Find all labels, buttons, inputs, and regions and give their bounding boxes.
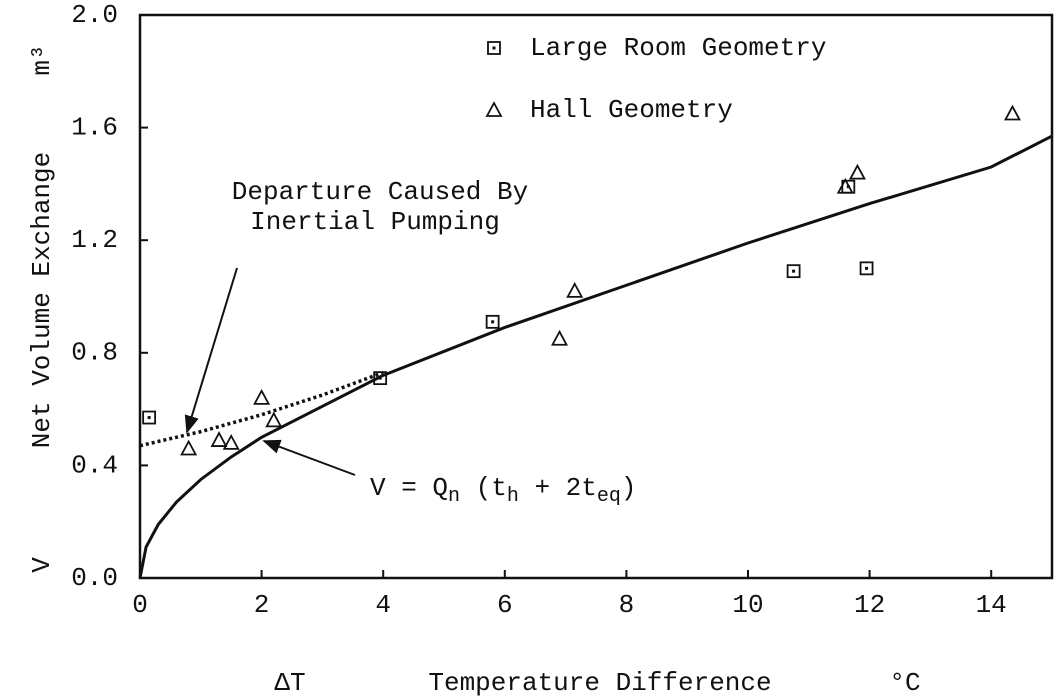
eq-part: ) [621, 473, 637, 503]
x-tick-label: 4 [375, 590, 391, 620]
square-marker [485, 314, 500, 329]
curve [139, 370, 384, 448]
legend-label: Large Room Geometry [530, 33, 826, 63]
curve [138, 134, 1053, 579]
square-marker [786, 264, 801, 279]
y-tick-label: 1.6 [71, 112, 118, 142]
arrow [184, 267, 238, 434]
x-tick-label: 8 [619, 590, 635, 620]
eq-part: V = Q [370, 473, 448, 503]
x-tick-label: 14 [976, 590, 1007, 620]
triangle-marker [848, 163, 866, 180]
x-tick-label: 2 [254, 590, 270, 620]
triangle-marker [253, 388, 271, 405]
eq-sub: eq [597, 485, 621, 508]
y-tick-label: 0.4 [71, 450, 118, 480]
x-tick-label: 10 [732, 590, 763, 620]
x-tick-label: 6 [497, 590, 513, 620]
eq-sub: n [448, 485, 460, 508]
x-tick-label: 0 [132, 590, 148, 620]
triangle-marker [836, 177, 854, 194]
triangle-marker [222, 433, 240, 450]
eq-part: (t [460, 473, 507, 503]
eq-sub: h [507, 485, 519, 508]
legend-marker [487, 41, 501, 55]
x-axis-label: ΔT [274, 668, 305, 697]
y-axis-label: m³ [27, 44, 57, 75]
equation: V = Qn (th + 2teq) [370, 473, 637, 508]
y-tick-label: 1.2 [71, 225, 118, 255]
y-tick-label: 0.8 [71, 338, 118, 368]
plot-frame [138, 13, 1054, 580]
triangle-marker [1003, 104, 1021, 121]
y-tick-label: 0.0 [71, 563, 118, 593]
triangle-marker [210, 431, 228, 447]
y-tick-label: 2.0 [71, 0, 118, 30]
triangle-marker [551, 329, 569, 346]
x-tick-label: 12 [854, 590, 885, 620]
arrow [262, 439, 356, 476]
triangle-marker [566, 281, 584, 298]
legend-marker [485, 101, 503, 117]
x-axis-label: Temperature Difference [428, 668, 771, 697]
y-axis-label: V [27, 557, 57, 573]
annotation: Inertial Pumping [250, 207, 500, 237]
legend-label: Hall Geometry [530, 95, 733, 125]
square-marker [142, 410, 157, 425]
x-axis-label: °C [889, 668, 920, 697]
annotation: Departure Caused By [232, 177, 528, 207]
eq-part: + 2t [519, 473, 597, 503]
y-axis-label: Net Volume Exchange [27, 152, 57, 448]
square-marker [859, 261, 874, 276]
triangle-marker [265, 411, 283, 428]
triangle-marker [180, 439, 198, 456]
